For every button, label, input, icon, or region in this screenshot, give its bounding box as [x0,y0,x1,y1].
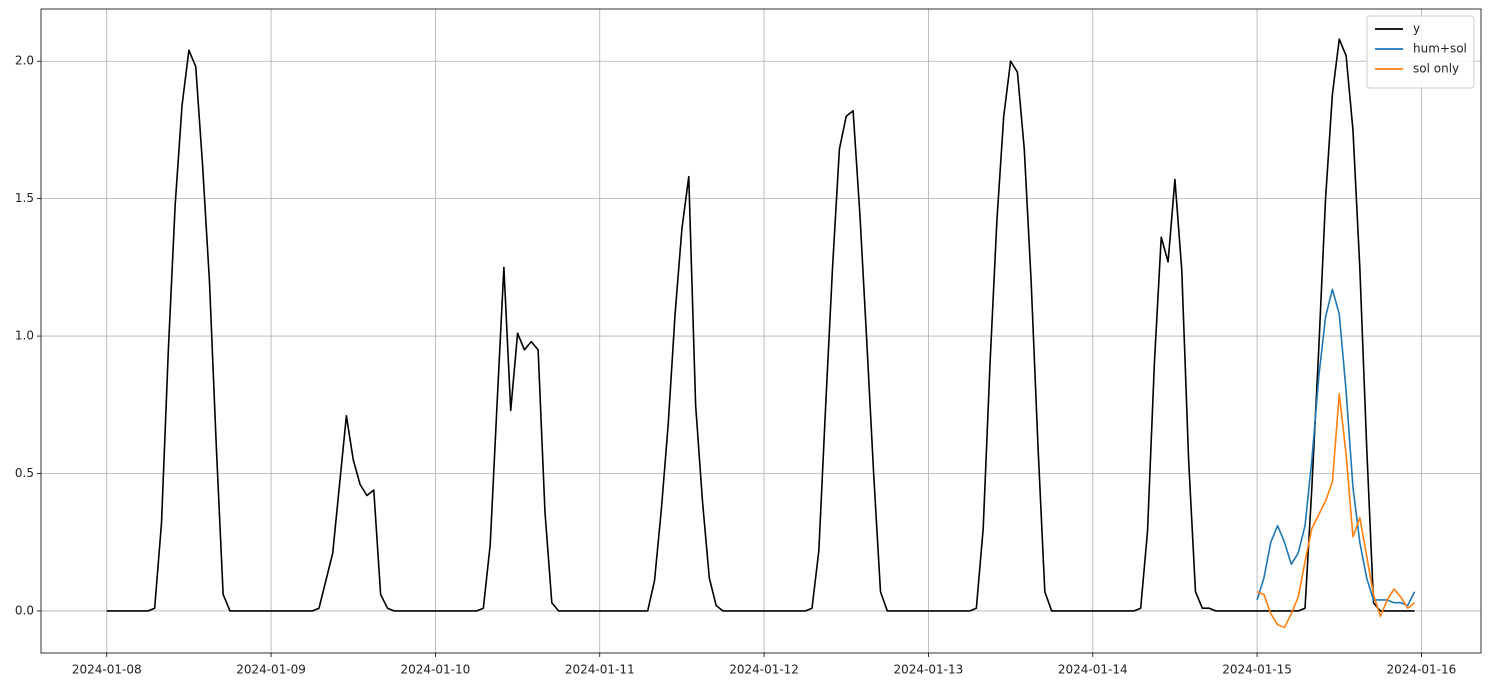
y-tick-label: 1.5 [15,191,34,205]
x-tick-label: 2024-01-13 [894,663,964,677]
x-tick-label: 2024-01-11 [565,663,635,677]
y-tick-label: 1.0 [15,329,34,343]
series-line [1256,393,1416,629]
series-line [1256,288,1416,607]
x-tick-label: 2024-01-16 [1387,663,1457,677]
legend-box [1366,15,1475,89]
y-tick-label: 0.5 [15,466,34,480]
x-tick-label: 2024-01-09 [236,663,306,677]
series-line [106,38,1415,612]
legend-label: hum+sol [1413,42,1467,56]
legend-label: y [1413,22,1420,36]
plot-frame [40,8,1482,654]
x-tick-label: 2024-01-15 [1222,663,1292,677]
x-tick-label: 2024-01-14 [1058,663,1128,677]
y-tick-label: 0.0 [15,603,34,617]
y-tick-label: 2.0 [15,54,34,68]
x-tick-label: 2024-01-08 [72,663,142,677]
legend: y hum+sol sol only [1366,15,1475,89]
x-tick-label: 2024-01-12 [729,663,799,677]
legend-label: sol only [1413,62,1459,76]
x-tick-label: 2024-01-10 [401,663,471,677]
